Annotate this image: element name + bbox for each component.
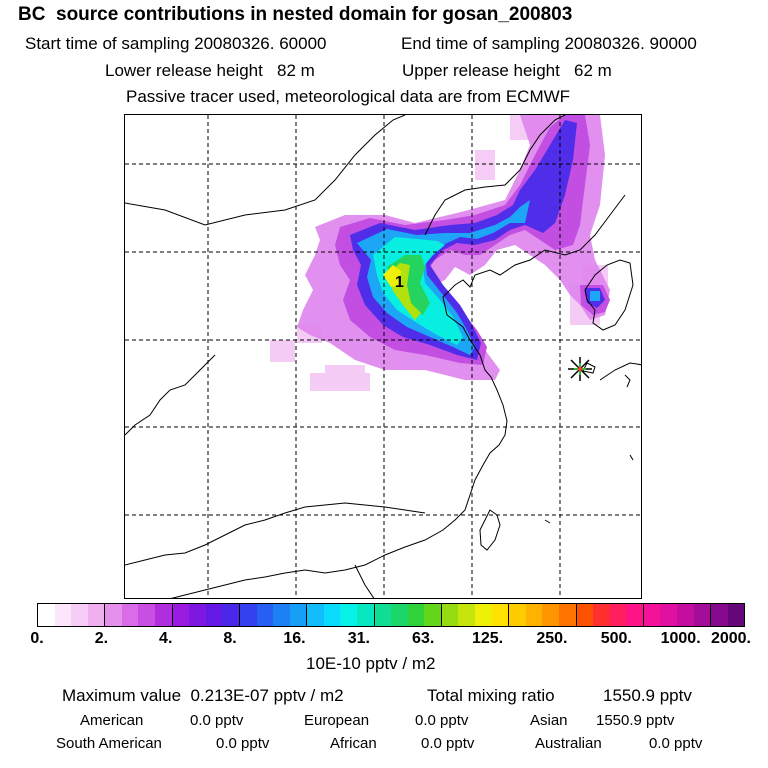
colorbar-swatch [105,604,122,626]
colorbar-tick-label: 16. [283,630,306,647]
colorbar-tick-label: 250. [536,630,568,647]
colorbar-swatch [626,604,644,626]
colorbar-swatch [542,604,559,626]
colorbar-swatch [509,604,526,626]
plot-title: BC source contributions in nested domain… [18,4,573,25]
colorbar-swatch [727,604,745,626]
colorbar-swatch [205,604,223,626]
colorbar-swatch [576,604,594,626]
asian-label: Asian [530,712,568,729]
colorbar-swatch [491,604,510,626]
colorbar-swatch [525,604,543,626]
colorbar-swatch [711,604,728,626]
colorbar-swatch [307,604,324,626]
african-value: 0.0 pptv [421,735,475,752]
grid-lines [125,115,641,598]
south-american-value: 0.0 pptv [216,735,270,752]
colorbar-tick-label: 2. [94,630,109,647]
colorbar-tick-label: 1000. [660,630,701,647]
colorbar-tick-label: 125. [471,630,504,647]
max-value-label: Maximum value 0.213E-07 pptv / m2 [62,686,344,705]
colorbar-swatch [458,604,476,626]
total-mixing-value: 1550.9 pptv [603,686,692,705]
colorbar-swatch [155,604,173,626]
receptor-star-icon [568,357,592,381]
colorbar-tick-label: 31. [347,630,370,647]
colorbar-swatch [323,604,341,626]
colorbar-swatch [289,604,308,626]
colorbar-swatch [593,604,610,626]
colorbar-swatch [172,604,190,626]
colorbar-tick-label: 4. [159,630,173,647]
total-mixing-label: Total mixing ratio [427,686,555,705]
colorbar-swatch [138,604,156,626]
upper-release-height-label: Upper release height 62 m [402,61,612,80]
colorbar-swatch [222,604,240,626]
lower-release-height-label: Lower release height 82 m [105,61,315,80]
source-marker-label: 1 [395,274,404,291]
colorbar-swatch [356,604,375,626]
colorbar [37,603,745,627]
colorbar-swatch [441,604,459,626]
colorbar-swatch [340,604,357,626]
colorbar-swatch [475,604,492,626]
colorbar-tick-label: 0. [30,630,44,647]
colorbar-swatch [407,604,425,626]
australian-label: Australian [535,735,602,752]
colorbar-tick-label: 2000. [710,630,751,647]
tracer-info-label: Passive tracer used, meteorological data… [126,87,571,106]
colorbar-swatch [424,604,442,626]
colorbar-swatch [693,604,712,626]
colorbar-swatch [256,604,274,626]
start-time-label: Start time of sampling 20080326. 60000 [25,34,327,53]
map-panel[interactable]: 1 [124,114,642,599]
colorbar-swatch [121,604,139,626]
colorbar-swatch [391,604,408,626]
colorbar-swatch [374,604,392,626]
colorbar-swatch [273,604,290,626]
colorbar-swatch [239,604,257,626]
colorbar-swatch [676,604,694,626]
colorbar-swatch [558,604,577,626]
colorbar-swatch [189,604,206,626]
european-value: 0.0 pptv [415,712,469,729]
map-canvas: 1 [125,115,641,598]
colorbar-swatch [87,604,106,626]
colorbar-unit-label: 10E-10 pptv / m2 [306,654,436,673]
colorbar-swatch [660,604,677,626]
colorbar-swatch [643,604,661,626]
australian-value: 0.0 pptv [649,735,703,752]
colorbar-swatch [609,604,627,626]
colorbar-swatch [54,604,72,626]
south-american-label: South American [56,735,162,752]
american-value: 0.0 pptv [190,712,244,729]
colorbar-tick-label: 500. [600,630,632,647]
coastline-layer [125,115,641,598]
colorbar-swatch [38,604,55,626]
end-time-label: End time of sampling 20080326. 90000 [401,34,697,53]
african-label: African [330,735,377,752]
european-label: European [304,712,370,729]
colorbar-tick-label: 63. [412,630,435,647]
asian-value: 1550.9 pptv [596,712,675,729]
american-label: American [80,712,144,729]
colorbar-swatch [71,604,88,626]
colorbar-tick-label: 8. [223,630,237,647]
